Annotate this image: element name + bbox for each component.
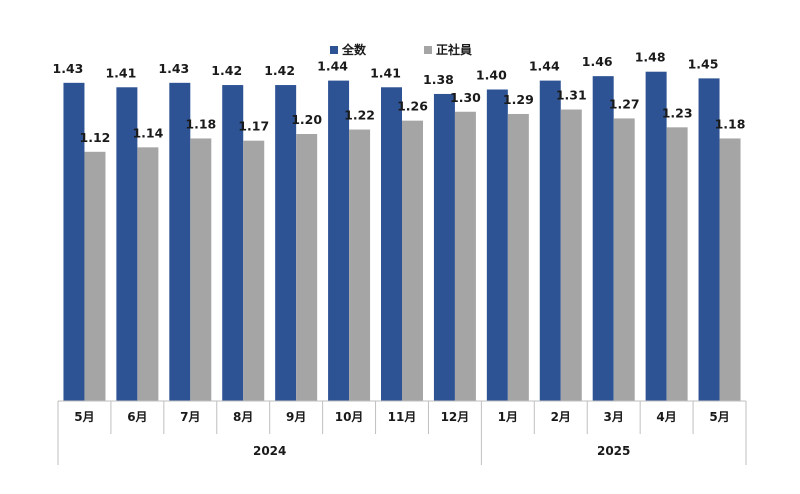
data-label-regular-13: 1.18: [715, 116, 746, 131]
legend-label-2: 正社員: [436, 42, 472, 57]
data-label-total-9: 1.40: [476, 68, 507, 83]
data-label-total-7: 1.41: [370, 65, 401, 80]
x-tick-label-4: 8月: [233, 410, 253, 424]
x-tick-label-8: 12月: [441, 410, 470, 424]
bar-total-12: [645, 71, 667, 401]
data-label-total-12: 1.48: [635, 50, 666, 65]
bar-total-8: [433, 93, 455, 401]
bar-regular-7: [402, 120, 423, 402]
x-tick-label-6: 10月: [335, 410, 364, 424]
bar-total-1: [63, 82, 85, 401]
x-tick-label-13: 5月: [709, 410, 729, 424]
bar-total-13: [698, 78, 720, 401]
legend-label-1: 全数: [341, 42, 367, 57]
data-label-regular-12: 1.23: [662, 105, 693, 120]
data-label-total-2: 1.41: [105, 65, 136, 80]
bar-total-7: [381, 87, 402, 402]
bar-total-9: [486, 89, 508, 401]
data-label-total-10: 1.44: [529, 59, 560, 74]
bar-regular-13: [719, 138, 741, 401]
bar-regular-9: [507, 113, 529, 401]
bar-regular-11: [613, 118, 635, 402]
data-label-total-5: 1.42: [264, 63, 295, 78]
data-label-total-6: 1.44: [317, 59, 348, 74]
bar-regular-4: [243, 140, 265, 402]
x-tick-label-1: 5月: [74, 410, 94, 424]
x-tick-label-9: 1月: [498, 410, 518, 424]
bar-total-5: [275, 85, 297, 402]
bar-total-11: [592, 76, 614, 402]
bar-regular-12: [666, 127, 688, 401]
bar-total-3: [169, 82, 191, 401]
data-label-regular-10: 1.31: [556, 88, 587, 103]
bar-total-6: [328, 80, 350, 401]
bar-total-10: [539, 80, 561, 401]
data-label-total-8: 1.38: [423, 72, 454, 87]
x-tick-label-2: 6月: [127, 410, 147, 424]
x-tick-label-3: 7月: [180, 410, 200, 424]
data-label-total-1: 1.43: [53, 61, 84, 76]
data-label-regular-3: 1.18: [185, 116, 216, 131]
data-label-total-13: 1.45: [688, 56, 719, 71]
data-label-regular-9: 1.29: [503, 92, 534, 107]
bar-total-2: [116, 87, 138, 402]
data-label-total-4: 1.42: [211, 63, 242, 78]
data-label-total-3: 1.43: [158, 61, 189, 76]
legend-swatch-1: [330, 46, 338, 54]
year-label-2024: 2024: [253, 444, 286, 458]
x-tick-label-5: 9月: [286, 410, 306, 424]
bar-total-4: [222, 85, 244, 402]
year-label-2025: 2025: [597, 444, 630, 458]
legend-swatch-2: [424, 46, 432, 54]
x-tick-label-12: 4月: [656, 410, 676, 424]
data-label-regular-1: 1.12: [80, 130, 111, 145]
bar-regular-3: [190, 138, 212, 401]
x-tick-label-11: 3月: [604, 410, 624, 424]
data-label-regular-6: 1.22: [344, 108, 375, 123]
data-label-regular-7: 1.26: [397, 99, 428, 114]
bar-regular-1: [84, 151, 106, 401]
bar-regular-5: [296, 134, 318, 401]
bar-regular-10: [560, 109, 582, 402]
data-label-total-11: 1.46: [582, 54, 613, 69]
x-tick-label-10: 2月: [551, 410, 571, 424]
data-label-regular-4: 1.17: [238, 119, 269, 134]
bar-regular-8: [454, 111, 476, 401]
bar-regular-2: [137, 147, 159, 401]
x-tick-label-7: 11月: [388, 410, 417, 424]
data-label-regular-2: 1.14: [132, 125, 163, 140]
data-label-regular-11: 1.27: [609, 96, 640, 111]
data-label-regular-5: 1.20: [291, 112, 322, 127]
bar-regular-6: [349, 129, 371, 402]
data-label-regular-8: 1.30: [450, 90, 481, 105]
